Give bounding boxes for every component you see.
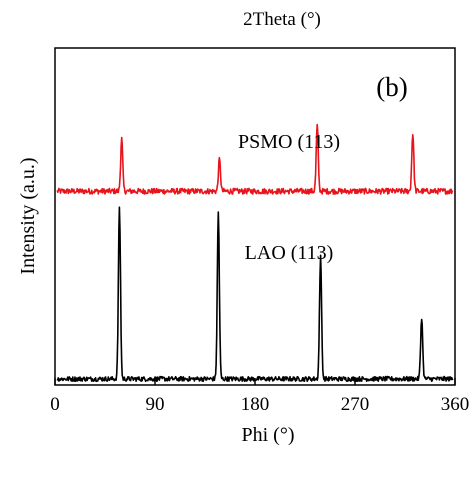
x-axis-ticks: 0 90 180 270 360: [50, 378, 469, 415]
x-tick-label: 90: [146, 394, 165, 415]
series-line-1: [56, 206, 454, 383]
series-label-lao: LAO (113): [245, 242, 334, 264]
series-line-0: [56, 123, 454, 195]
series-label-psmo: PSMO (113): [238, 131, 340, 153]
header-caption: 2Theta (°): [243, 9, 321, 30]
x-tick-label: 0: [50, 394, 60, 415]
y-axis-label: Intensity (a.u.): [17, 157, 39, 274]
x-tick-label: 180: [241, 394, 270, 415]
panel-label: (b): [376, 72, 407, 102]
x-axis-label: Phi (°): [242, 424, 295, 446]
x-tick-label: 360: [441, 394, 470, 415]
x-tick-label: 270: [341, 394, 370, 415]
